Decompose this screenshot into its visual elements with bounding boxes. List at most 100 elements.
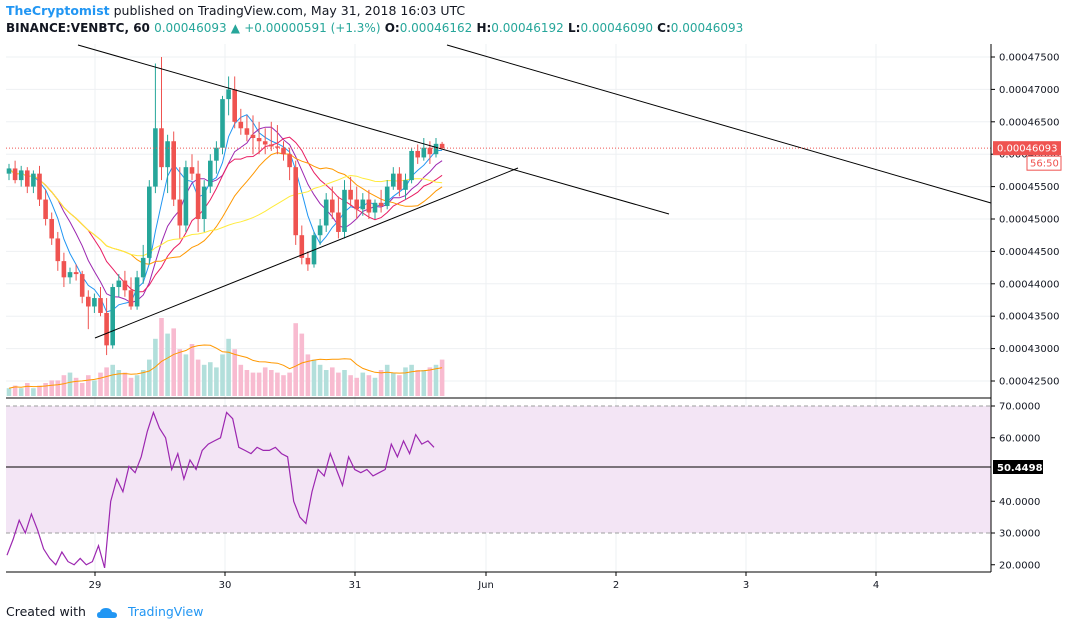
candle-body [110,287,115,346]
price-change: +0.00000591 (+1.3%) [244,21,381,35]
rsi-current-label: 50.4498 [997,463,1043,474]
volume-bar [299,333,305,396]
created-with-label: Created with [6,604,86,619]
price-axis[interactable]: 0.00047500 0.00047000 0.00046500 0.00046000… [991,53,1059,388]
candle-body [299,235,305,258]
candle-body [12,168,18,181]
ma-line [8,114,443,313]
author-link[interactable]: TheCryptomist [6,3,110,18]
candle-body [372,202,378,213]
candle-body [214,147,219,161]
volume-bar [25,383,30,396]
volume-bar [250,372,256,396]
candle-body [323,199,329,226]
volume-bar [311,359,317,396]
price-tick-label: 0.00044000 [999,279,1059,290]
open-value: 0.00046162 [399,21,473,35]
candle-body [43,199,48,219]
candle-body [159,128,164,168]
volume-bar [201,364,207,396]
candle-body [360,199,366,210]
price-tick-label: 0.00045000 [999,215,1059,226]
candle-body [269,144,274,147]
rsi-tick-label: 70.0000 [999,402,1040,413]
candle-body [116,280,122,288]
volume-bar [6,388,12,396]
price-tick-label: 0.00046000 [999,150,1059,161]
ma-line [8,168,443,257]
volume-bar [232,349,237,396]
volume-bar [397,375,402,396]
volume-bar [116,370,122,396]
rsi-axis[interactable]: 70.0000 60.0000 40.0000 30.0000 20.0000 [991,402,1040,572]
volume-bar [31,388,36,396]
up-arrow-icon: ▲ [230,21,241,35]
volume-bar [122,372,128,396]
volume-bar [110,364,115,396]
volume-bar [281,375,286,396]
candle-body [250,134,256,138]
candle-body [415,150,420,158]
volume-bar [342,370,347,396]
volume-bar [214,367,219,396]
trendline-long[interactable] [446,44,992,204]
tradingview-link[interactable]: TradingView [127,604,204,619]
volume-bar [427,367,433,396]
volume-bar [220,354,225,396]
time-tick-label: 29 [89,580,102,591]
candle-body [37,173,42,200]
candle-body [61,261,67,278]
volume-bar [391,372,396,396]
price-tick-label: 0.00046500 [999,117,1059,128]
candle-body [433,143,439,155]
footer: Created with TradingView [6,604,203,620]
rsi-current-tag: 50.4498 [993,460,1043,474]
volume-bar [18,388,24,396]
candle-body [177,199,183,226]
trendline-lower[interactable] [94,167,519,339]
candles [6,57,445,356]
candle-body [421,147,427,158]
volume-bar [171,328,176,396]
ma-line [8,126,443,304]
volume-bar [79,383,85,396]
volume-bar [348,375,353,396]
volume-bar [244,370,250,396]
volume-bar [293,323,298,396]
current-price-label: 0.00046093 [997,144,1057,155]
time-axis[interactable]: 29 30 31 Jun 2 3 4 [89,572,880,591]
price-tick-label: 0.00043500 [999,312,1059,323]
candle-body [275,146,280,148]
candle-body [122,280,128,291]
candle-body [281,147,286,155]
candle-body [49,219,54,239]
volume-bar [12,385,18,396]
volume-bar [43,383,48,396]
trendline-upper[interactable] [77,44,670,215]
candle-body [171,141,176,200]
open-label: O: [384,21,400,35]
tradingview-cloud-icon[interactable] [96,606,118,620]
publish-header: TheCryptomist published on TradingView.c… [6,3,465,18]
price-tick-label: 0.00047500 [999,53,1059,64]
candle-body [336,212,341,232]
candle-body [25,170,30,187]
volume-bar [104,367,109,396]
candle-body [98,298,103,313]
candle-body [86,296,91,307]
volume-bar [336,372,341,396]
volume-bar [372,377,378,396]
candle-body [384,186,390,207]
candle-body [140,257,146,278]
candle-body [55,238,61,262]
volume-bar [403,367,408,396]
volume-bar [323,370,329,396]
symbol-label[interactable]: BINANCE:VENBTC, 60 [6,21,150,35]
volume-bar [269,370,274,396]
candle-body [378,202,384,207]
candle-body [134,277,140,307]
volume-bar [360,372,366,396]
published-info: published on TradingView.com, May 31, 20… [113,3,466,18]
close-label: C: [657,21,671,35]
